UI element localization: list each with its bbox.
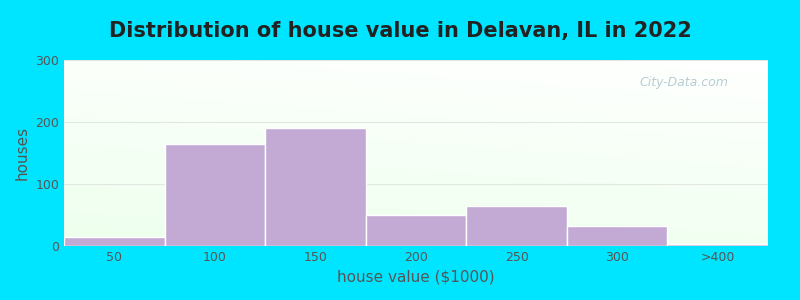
- Y-axis label: houses: houses: [14, 126, 30, 180]
- Bar: [265, 128, 366, 246]
- Bar: [567, 226, 667, 246]
- Text: City-Data.com: City-Data.com: [639, 76, 728, 89]
- Bar: [466, 206, 567, 246]
- Bar: [366, 215, 466, 246]
- Bar: [667, 244, 768, 246]
- Bar: [165, 144, 265, 246]
- X-axis label: house value ($1000): house value ($1000): [337, 269, 495, 284]
- Bar: [64, 237, 165, 246]
- Text: Distribution of house value in Delavan, IL in 2022: Distribution of house value in Delavan, …: [109, 21, 691, 41]
